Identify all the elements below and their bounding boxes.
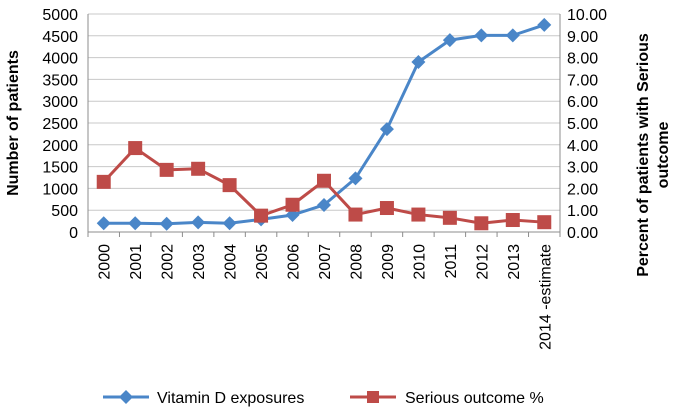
data-point-vitamin-d-exposures: [379, 122, 394, 137]
data-point-vitamin-d-exposures: [159, 216, 174, 231]
data-point-serious-outcome: [285, 197, 300, 212]
right-axis-title-line2: outcome: [655, 122, 672, 189]
y-right-tick-label: 1.00: [567, 203, 598, 220]
x-axis-ticks: 2000 2001 2002 2003 2004 2005 2006 2007 2008 2009…: [97, 244, 555, 350]
left-axis-ticks: 0 500 1000 1500 2000 2500 3000 3500 4000 4500 5000: [42, 7, 78, 242]
y-right-tick-label: 7.00: [567, 72, 598, 89]
legend-vitamin-d-label: Vitamin D exposures: [157, 390, 304, 407]
y-right-tick-label: 10.00: [567, 7, 607, 24]
data-point-serious-outcome: [222, 178, 237, 193]
y-right-tick-label: 5.00: [567, 116, 598, 133]
x-tick-label: 2009: [380, 244, 397, 280]
data-point-vitamin-d-exposures: [474, 28, 489, 43]
right-axis-title-line1: Percent of patients with Serious: [635, 33, 652, 277]
y-right-tick-label: 4.00: [567, 138, 598, 155]
data-point-serious-outcome: [159, 162, 174, 177]
data-point-serious-outcome: [442, 210, 457, 225]
data-point-serious-outcome: [96, 174, 111, 189]
y-right-tick-label: 3.00: [567, 160, 598, 177]
y-left-tick-label: 3000: [42, 94, 78, 111]
data-point-serious-outcome: [191, 161, 206, 176]
y-left-tick-label: 2000: [42, 138, 78, 155]
y-left-tick-label: 4000: [42, 51, 78, 68]
data-point-serious-outcome: [537, 215, 552, 230]
data-point-vitamin-d-exposures: [442, 33, 457, 48]
data-point-vitamin-d-exposures: [505, 28, 520, 43]
data-point-serious-outcome: [379, 201, 394, 216]
x-tick-label: 2002: [160, 244, 177, 280]
y-right-tick-label: 9.00: [567, 29, 598, 46]
x-tick-label: 2003: [191, 244, 208, 280]
data-point-vitamin-d-exposures: [411, 54, 426, 69]
x-tick-label: 2001: [128, 244, 145, 280]
x-tick-label: 2005: [254, 244, 271, 280]
data-point-vitamin-d-exposures: [96, 216, 111, 231]
y-left-tick-label: 3500: [42, 72, 78, 89]
x-tick-label: 2007: [317, 244, 334, 280]
x-tick-label: 2010: [411, 244, 428, 280]
legend: Vitamin D exposures Serious outcome %: [103, 390, 544, 407]
data-point-serious-outcome: [317, 173, 331, 188]
right-axis-ticks: 0.00 1.00 2.00 3.00 4.00 5.00 6.00 7.00 8.00 9.00…: [567, 7, 607, 242]
data-point-vitamin-d-exposures: [191, 215, 206, 230]
x-tick-label: 2006: [286, 244, 303, 280]
x-tick-label: 2004: [223, 244, 240, 280]
data-point-serious-outcome: [128, 141, 143, 156]
y-left-tick-label: 2500: [42, 116, 78, 133]
data-point-serious-outcome: [474, 216, 489, 231]
y-right-tick-label: 0.00: [567, 225, 598, 242]
data-point-vitamin-d-exposures: [348, 171, 363, 186]
x-tick-label: 2008: [348, 244, 365, 280]
data-point-serious-outcome: [254, 208, 269, 223]
x-tick-label: 2012: [474, 244, 491, 280]
y-left-tick-label: 500: [51, 203, 78, 220]
data-point-vitamin-d-exposures: [222, 216, 237, 231]
y-left-tick-label: 4500: [42, 29, 78, 46]
legend-vitamin-d-marker: [119, 390, 133, 404]
series-line-vitamin-d-exposures: [103, 23, 545, 226]
data-point-serious-outcome: [348, 207, 363, 222]
y-right-tick-label: 2.00: [567, 181, 598, 198]
data-point-vitamin-d-exposures: [317, 197, 331, 212]
legend-serious-marker: [367, 391, 379, 403]
y-right-tick-label: 6.00: [567, 94, 598, 111]
axes: [87, 14, 561, 237]
data-point-serious-outcome: [505, 213, 520, 228]
data-point-vitamin-d-exposures: [537, 17, 552, 32]
data-point-serious-outcome: [411, 207, 426, 222]
y-left-tick-label: 1500: [42, 160, 78, 177]
y-right-tick-label: 8.00: [567, 51, 598, 68]
left-axis-title: Number of patients: [5, 50, 22, 196]
y-left-tick-label: 1000: [42, 181, 78, 198]
data-point-vitamin-d-exposures: [128, 216, 143, 231]
x-tick-label: 2011: [443, 244, 460, 279]
x-tick-label: 2000: [97, 244, 114, 280]
series-layer: [96, 17, 552, 231]
y-left-tick-label: 5000: [42, 7, 78, 24]
x-tick-label: 2013: [506, 244, 523, 280]
y-left-tick-label: 0: [69, 225, 78, 242]
x-tick-label: 2014 -estimate: [537, 244, 554, 350]
legend-serious-label: Serious outcome %: [405, 390, 544, 407]
